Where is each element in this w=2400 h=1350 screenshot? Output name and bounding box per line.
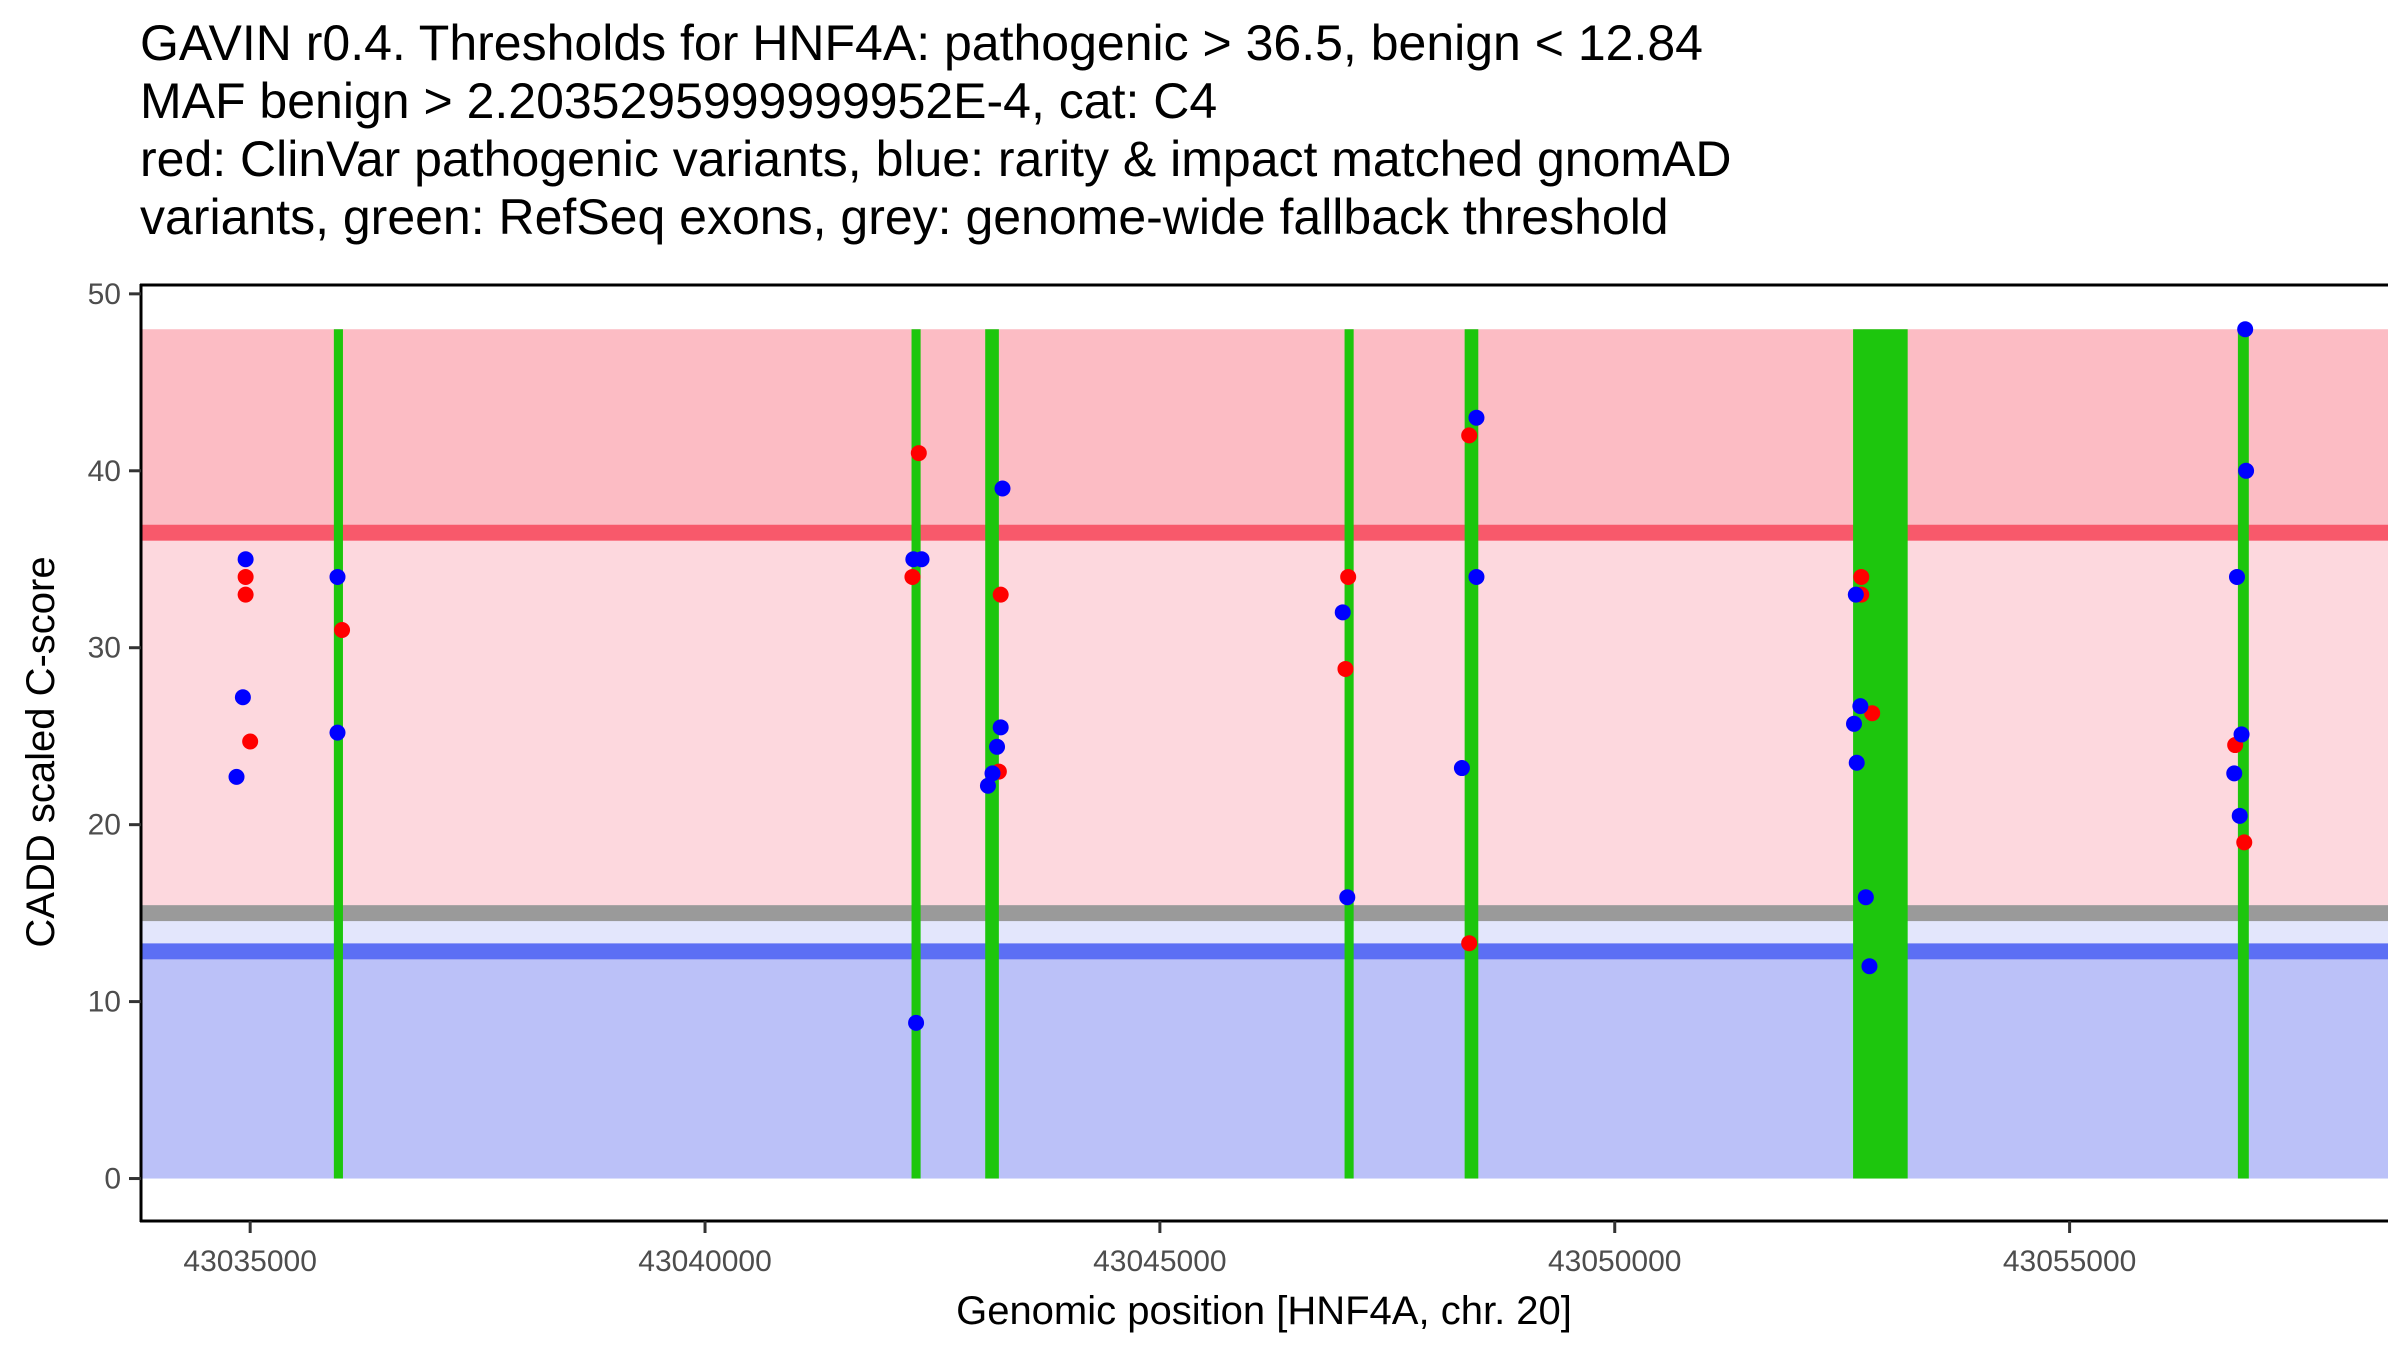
axes	[139, 283, 2388, 1223]
gnomad-point	[1852, 698, 1869, 715]
y-tick-label: 40	[88, 455, 121, 488]
gnomad-point	[228, 768, 245, 785]
clinvar-point	[242, 733, 259, 750]
variant-points	[228, 321, 2255, 1031]
clinvar-point	[1340, 568, 1357, 585]
exon-bar	[333, 329, 343, 1179]
uncertain-zone	[141, 532, 2388, 914]
gnomad-point	[992, 719, 1009, 736]
y-tick-label: 0	[104, 1163, 121, 1196]
gnomad-point	[989, 738, 1006, 755]
y-tick-label: 20	[88, 809, 121, 842]
gnomad-point	[1848, 754, 1865, 771]
axis-ticks: 43035000 43040000 43045000 43050000 43055000…	[88, 278, 2137, 1278]
benign-zone	[141, 951, 2388, 1179]
clinvar-point	[1461, 935, 1478, 952]
clinvar-point	[1337, 660, 1354, 677]
clinvar-point	[334, 622, 351, 639]
chart-title: GAVIN r0.4. Thresholds for HNF4A: pathog…	[140, 14, 2360, 246]
clinvar-point	[904, 568, 921, 585]
title-line-4: variants, green: RefSeq exons, grey: gen…	[140, 189, 1669, 245]
clinvar-point	[1853, 568, 1870, 585]
gnomad-point	[984, 765, 1001, 782]
x-tick-label: 43050000	[1548, 1245, 1681, 1278]
gnomad-point	[329, 568, 346, 585]
title-line-2: MAF benign > 2.2035295999999952E-4, cat:…	[140, 73, 1218, 129]
gnomad-point	[1857, 889, 1874, 906]
title-line-3: red: ClinVar pathogenic variants, blue: …	[140, 131, 1732, 187]
gnomad-point	[994, 480, 1011, 497]
exon-bar	[1344, 329, 1354, 1179]
gnomad-point	[234, 689, 251, 706]
x-tick-label: 43035000	[183, 1245, 316, 1278]
clinvar-point	[992, 586, 1009, 603]
gnomad-point	[237, 551, 254, 568]
gnomad-point	[2233, 726, 2250, 743]
clinvar-point	[237, 568, 254, 585]
y-tick-label: 10	[88, 986, 121, 1019]
gnomad-point	[1468, 409, 1485, 426]
clinvar-point	[237, 586, 254, 603]
gnomad-point	[913, 551, 930, 568]
gnomad-point	[329, 724, 346, 741]
gnomad-point	[1339, 889, 1356, 906]
x-tick-label: 43040000	[638, 1245, 771, 1278]
gnomad-point	[1453, 760, 1470, 777]
y-tick-label: 30	[88, 632, 121, 665]
clinvar-point	[2236, 834, 2253, 851]
x-tick-label: 43045000	[1093, 1245, 1226, 1278]
gnomad-point	[1845, 715, 1862, 732]
x-tick-label: 43055000	[2003, 1245, 2136, 1278]
y-axis-title: CADD scaled C-score	[19, 556, 63, 947]
title-line-1: GAVIN r0.4. Thresholds for HNF4A: pathog…	[140, 15, 1703, 71]
clinvar-point	[910, 445, 927, 462]
gnomad-point	[1334, 604, 1351, 621]
gnomad-point	[979, 777, 996, 794]
y-tick-label: 50	[88, 278, 121, 311]
gnomad-point	[2228, 568, 2245, 585]
threshold-regions	[141, 329, 2388, 1179]
clinvar-point	[1864, 705, 1881, 722]
gnomad-point	[1468, 568, 1485, 585]
exon-bars	[333, 329, 2249, 1179]
exon-bar	[1853, 329, 1908, 1179]
gnomad-point	[908, 1014, 925, 1031]
gnomad-point	[2226, 765, 2243, 782]
gnomad-point	[1861, 958, 1878, 975]
exon-bar	[985, 329, 999, 1179]
exon-bar	[2237, 329, 2249, 1179]
exon-bar	[1464, 329, 1479, 1179]
clinvar-point	[1461, 427, 1478, 444]
gnomad-point	[2231, 807, 2248, 824]
gnomad-point	[2238, 462, 2255, 479]
benign-threshold-line	[141, 943, 2388, 960]
fallback-threshold-line	[141, 905, 2388, 922]
gnomad-point	[1847, 586, 1864, 603]
x-axis-title: Genomic position [HNF4A, chr. 20]	[956, 1289, 1572, 1333]
gnomad-point	[2237, 321, 2254, 338]
pathogenic-threshold-line	[141, 524, 2388, 541]
pathogenic-zone	[141, 329, 2388, 533]
exon-bar	[911, 329, 921, 1179]
